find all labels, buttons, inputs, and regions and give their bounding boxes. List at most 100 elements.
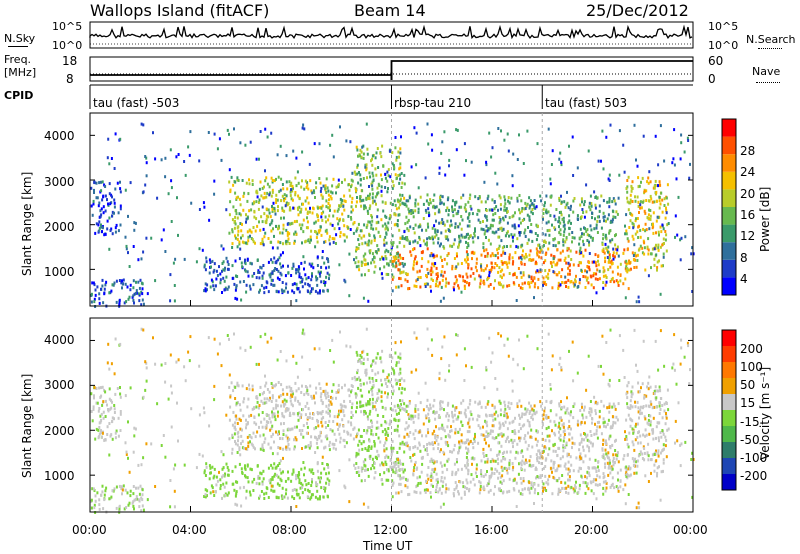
power-cell-sparse xyxy=(324,280,327,284)
velocity-cell-mid-lower xyxy=(318,497,321,501)
power-cell-mid-upper xyxy=(336,217,339,221)
power-cell-afternoon-upper xyxy=(596,231,599,234)
velocity-cell-mid-upper xyxy=(302,408,304,412)
velocity-cell-mid-upper xyxy=(263,397,266,401)
velocity-cell-afternoon-upper xyxy=(410,417,413,421)
velocity-cell-mid-lower xyxy=(215,475,218,479)
power-cell-mid-upper xyxy=(341,180,343,184)
velocity-cell-mid-upper xyxy=(316,446,319,450)
power-cell-afternoon-upper xyxy=(549,203,552,207)
power-cell-sparse xyxy=(497,127,500,130)
velocity-cell-mid-upper xyxy=(314,435,316,439)
velocity-cell-afternoon-upper xyxy=(591,417,593,420)
velocity-cell-arc xyxy=(367,402,370,406)
power-cell-afternoon-upper xyxy=(451,205,453,209)
velocity-cell-afternoon-band xyxy=(597,469,600,473)
power-cell-sparse xyxy=(456,128,459,132)
velocity-cell-arc xyxy=(394,418,397,422)
velocity-cell-afternoon-upper xyxy=(504,407,507,411)
velocity-cell-mid-upper xyxy=(335,391,338,394)
power-cell-mid-upper xyxy=(304,199,307,203)
power-cell-afternoon-upper xyxy=(417,202,420,206)
velocity-cell-early xyxy=(93,506,96,510)
velocity-cell-afternoon-upper xyxy=(463,411,466,415)
velocity-cell-arc xyxy=(363,468,366,472)
freq-tick-top: 18 xyxy=(62,54,78,68)
velocity-cell-afternoon-upper xyxy=(487,444,490,448)
power-cell-sparse xyxy=(522,162,525,165)
power-cell-sparse xyxy=(323,240,326,244)
velocity-cell-mid-upper xyxy=(327,407,330,411)
power-cell-afternoon-upper xyxy=(564,240,567,244)
power-cell-afternoon-band xyxy=(609,260,612,264)
power-cell-afternoon-band xyxy=(482,269,485,273)
power-cell-afternoon-band xyxy=(515,275,518,279)
power-cell-mid-upper xyxy=(276,209,279,213)
velocity-cell-arc xyxy=(380,360,383,364)
power-cell-arc xyxy=(362,234,365,238)
velocity-cell-mid-upper xyxy=(275,383,277,387)
power-cell-sparse xyxy=(511,235,514,239)
velocity-cell-arc xyxy=(394,351,397,355)
velocity-cell-afternoon-upper xyxy=(529,404,532,408)
velocity-cell-afternoon-band xyxy=(567,484,570,488)
power-cell-sparse xyxy=(442,296,445,300)
velocity-cell-mid-upper xyxy=(247,441,250,445)
power-cell-afternoon-band xyxy=(392,275,395,279)
power-cell-late-rise xyxy=(643,241,646,245)
power-cell-afternoon-band xyxy=(525,255,528,259)
power-cell-afternoon-band xyxy=(514,251,517,255)
power-cell-afternoon-band xyxy=(478,285,481,289)
velocity-cell-mid-lower xyxy=(219,487,222,491)
velocity-cell-arc xyxy=(378,389,381,393)
velocity-cell-afternoon-upper xyxy=(526,419,529,423)
velocity-cell-afternoon-upper xyxy=(589,413,592,417)
power-cell-afternoon-upper xyxy=(608,231,611,235)
power-cell-afternoon-band xyxy=(457,262,460,266)
velocity-cell-mid-lower xyxy=(273,462,276,466)
power-cell-afternoon-band xyxy=(628,259,630,263)
velocity-cell-arc xyxy=(367,417,370,421)
velocity-cell-afternoon-upper xyxy=(524,434,527,438)
velocity-cell-afternoon-band xyxy=(502,479,505,483)
velocity-cell-mid-lower xyxy=(292,470,295,474)
power-cell-afternoon-band xyxy=(582,254,585,258)
velocity-cell-arc xyxy=(358,448,361,452)
power-cell-afternoon-upper xyxy=(406,220,409,224)
power-cell-arc xyxy=(380,194,383,198)
velocity-cell-afternoon-band xyxy=(584,454,587,458)
power-cell-mid-upper xyxy=(339,231,342,235)
velocity-cell-afternoon-band xyxy=(392,461,395,465)
velocity-cell-arc xyxy=(380,378,382,382)
velocity-cell-afternoon-upper xyxy=(439,404,442,408)
velocity-cell-afternoon-band xyxy=(577,469,580,473)
velocity-cell-afternoon-upper xyxy=(505,412,508,416)
velocity-cell-mid-upper xyxy=(265,381,268,385)
velocity-cell-afternoon-upper xyxy=(589,430,592,433)
power-cell-sparse xyxy=(573,283,576,287)
power-cell-late-rise xyxy=(646,216,649,220)
power-cell-sparse xyxy=(154,279,157,283)
power-cell-arc xyxy=(392,164,395,168)
velocity-cell-mid-upper xyxy=(229,405,232,409)
power-cell-late-rise xyxy=(641,251,644,255)
power-cell-afternoon-band xyxy=(595,264,598,268)
power-cell-afternoon-band xyxy=(602,266,605,270)
power-cell-mid-lower xyxy=(206,283,209,287)
velocity-cell-afternoon-upper xyxy=(524,407,527,411)
power-cell-afternoon-band xyxy=(606,248,609,252)
velocity-cell-afternoon-band xyxy=(539,453,542,457)
power-cell-sparse xyxy=(351,171,354,175)
velocity-cell-mid-upper xyxy=(329,414,331,418)
power-cell-sparse xyxy=(434,262,437,265)
power-cell-arc xyxy=(367,220,370,224)
power-cell-afternoon-upper xyxy=(586,233,589,237)
velocity-cell-mid-upper xyxy=(273,414,276,418)
velocity-cell-afternoon-upper xyxy=(444,440,447,444)
power-cell-mid-lower xyxy=(219,281,222,285)
power-cell-mid-upper xyxy=(235,198,238,201)
velocity-cell-arc xyxy=(369,454,372,458)
velocity-cell-mid-upper xyxy=(267,442,270,446)
power-cell-afternoon-upper xyxy=(408,240,411,244)
power-cell-arc xyxy=(358,234,361,238)
